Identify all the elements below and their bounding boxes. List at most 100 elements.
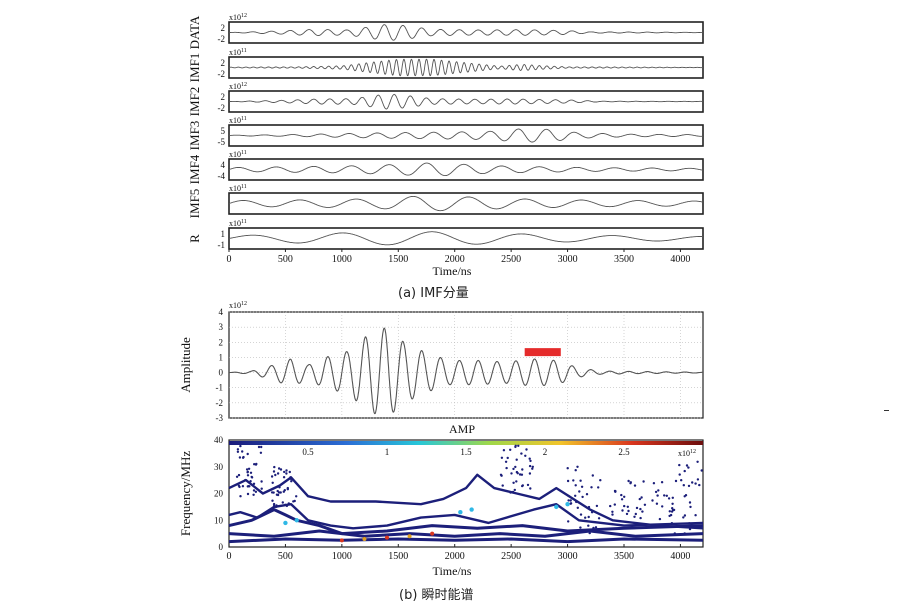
spec-dot-3-9 (611, 510, 614, 513)
spec-dot-5-23 (587, 515, 590, 519)
spec-dot-2-14 (515, 470, 519, 474)
spec-dot-0-27 (246, 492, 250, 496)
spec-dot-3-23 (638, 497, 641, 501)
spec-dot-3-28 (633, 484, 637, 487)
spec-dot-3-29 (633, 515, 636, 518)
spec-dot-5-4 (590, 511, 594, 514)
spec-dot-5-20 (579, 526, 582, 529)
spec-dot-5-9 (592, 526, 595, 530)
spec-dot-2-37 (529, 487, 532, 490)
a-xtick-label-3: 1500 (388, 254, 408, 265)
spec-dot-3-35 (639, 516, 642, 520)
spec-dot-2-8 (517, 444, 520, 447)
spec-dot-4-37 (682, 516, 685, 519)
spec-dot-1-24 (292, 500, 295, 503)
spec-xtick-label-0: 0 (227, 551, 232, 562)
row-waveform-r (228, 231, 703, 246)
a-xlabel: Time/ns (433, 264, 472, 278)
spec-xtick-label-4: 2000 (445, 551, 465, 562)
spec-dot-3-33 (627, 479, 630, 483)
amp-ylabel: Amplitude (178, 337, 193, 393)
spec-dot-3-36 (634, 512, 637, 516)
row-frame-imf4 (228, 158, 704, 181)
spec-dot-3-11 (642, 480, 645, 483)
spec-dot-2-24 (504, 460, 508, 463)
spec-dot-4-9 (696, 460, 699, 463)
spec-dot-5-14 (595, 504, 599, 508)
spec-dot-2-20 (505, 466, 508, 470)
amp-waveform (229, 327, 703, 415)
spec-dot-2-3 (529, 459, 532, 463)
spec-xlabel: Time/ns (433, 564, 472, 578)
spec-ytick-0: 0 (219, 542, 224, 552)
spec-cyan-1 (294, 518, 299, 523)
spec-dot-5-38 (567, 494, 570, 498)
spec-dot-5-18 (578, 490, 581, 493)
spec-dot-0-12 (237, 473, 241, 477)
spec-dot-0-15 (252, 482, 256, 485)
spec-dot-4-31 (680, 479, 683, 482)
row-tick-r-1: -1 (218, 240, 226, 250)
row-tick-imf4-0: 4 (221, 160, 226, 170)
row-waveform-data (229, 24, 704, 41)
spec-dot-1-17 (272, 504, 276, 508)
colorbar-tick-1: 1 (385, 447, 390, 457)
spec-cyan-5 (469, 507, 474, 512)
row-label-data: DATA (187, 15, 202, 49)
spec-dot-2-39 (511, 490, 515, 494)
spec-track-4 (228, 473, 704, 530)
spec-dot-2-6 (515, 458, 518, 461)
spec-dot-5-12 (576, 506, 579, 509)
spec-dot-0-24 (250, 476, 254, 479)
spec-cyan-4 (458, 510, 463, 515)
spec-dot-3-31 (621, 509, 624, 512)
spec-dot-4-33 (694, 514, 697, 517)
spec-dot-5-22 (566, 467, 569, 470)
spec-dot-1-12 (271, 499, 274, 502)
spec-dot-3-21 (613, 503, 616, 506)
amp-red-marker (524, 348, 561, 357)
spec-dot-2-22 (531, 467, 534, 470)
spec-dot-1-35 (272, 502, 276, 506)
row-tick-imf3-0: 5 (221, 126, 226, 136)
spec-dot-3-32 (609, 504, 612, 508)
spec-dot-2-31 (501, 484, 504, 487)
spec-dot-0-38 (259, 451, 263, 454)
spec-dot-4-32 (683, 514, 687, 517)
spec-dot-4-24 (670, 522, 674, 525)
spec-dot-4-2 (667, 497, 671, 500)
spec-dot-1-7 (273, 465, 276, 469)
spec-cyan-3 (565, 502, 570, 507)
spec-dot-0-21 (236, 448, 240, 451)
spec-dot-0-31 (246, 471, 249, 474)
spec-dot-2-36 (514, 465, 517, 469)
spec-track-0 (228, 537, 704, 544)
spec-dot-3-37 (635, 506, 639, 510)
spec-dot-0-18 (249, 480, 252, 483)
spec-ytick-4: 40 (214, 435, 224, 445)
a-xtick-label-1: 500 (278, 254, 293, 265)
spec-dot-0-14 (245, 468, 249, 471)
spec-dot-4-29 (683, 495, 686, 498)
row-scale-imf4: x1011 (229, 150, 247, 159)
spec-xtick-label-8: 4000 (670, 551, 690, 562)
spec-dot-5-7 (566, 479, 570, 483)
spec-dot-2-19 (521, 484, 524, 487)
spec-dot-1-38 (282, 490, 285, 493)
spec-dot-1-10 (274, 473, 277, 477)
spec-cyan-0 (283, 520, 288, 526)
spec-dot-3-12 (623, 504, 626, 508)
spec-dot-3-25 (611, 513, 614, 516)
spec-dot-3-3 (627, 509, 630, 513)
colorbar (229, 441, 703, 445)
spec-dot-0-23 (247, 485, 250, 488)
spec-dot-4-30 (698, 483, 701, 487)
spec-title: AMP (449, 422, 475, 436)
spec-dot-4-35 (683, 469, 686, 473)
spec-dot-0-11 (260, 445, 263, 449)
a-xtick-label-0: 0 (227, 254, 232, 265)
spec-xtick-label-6: 3000 (558, 551, 578, 562)
spec-hot-4 (430, 531, 435, 536)
a-xtick-label-8: 4000 (670, 254, 690, 265)
